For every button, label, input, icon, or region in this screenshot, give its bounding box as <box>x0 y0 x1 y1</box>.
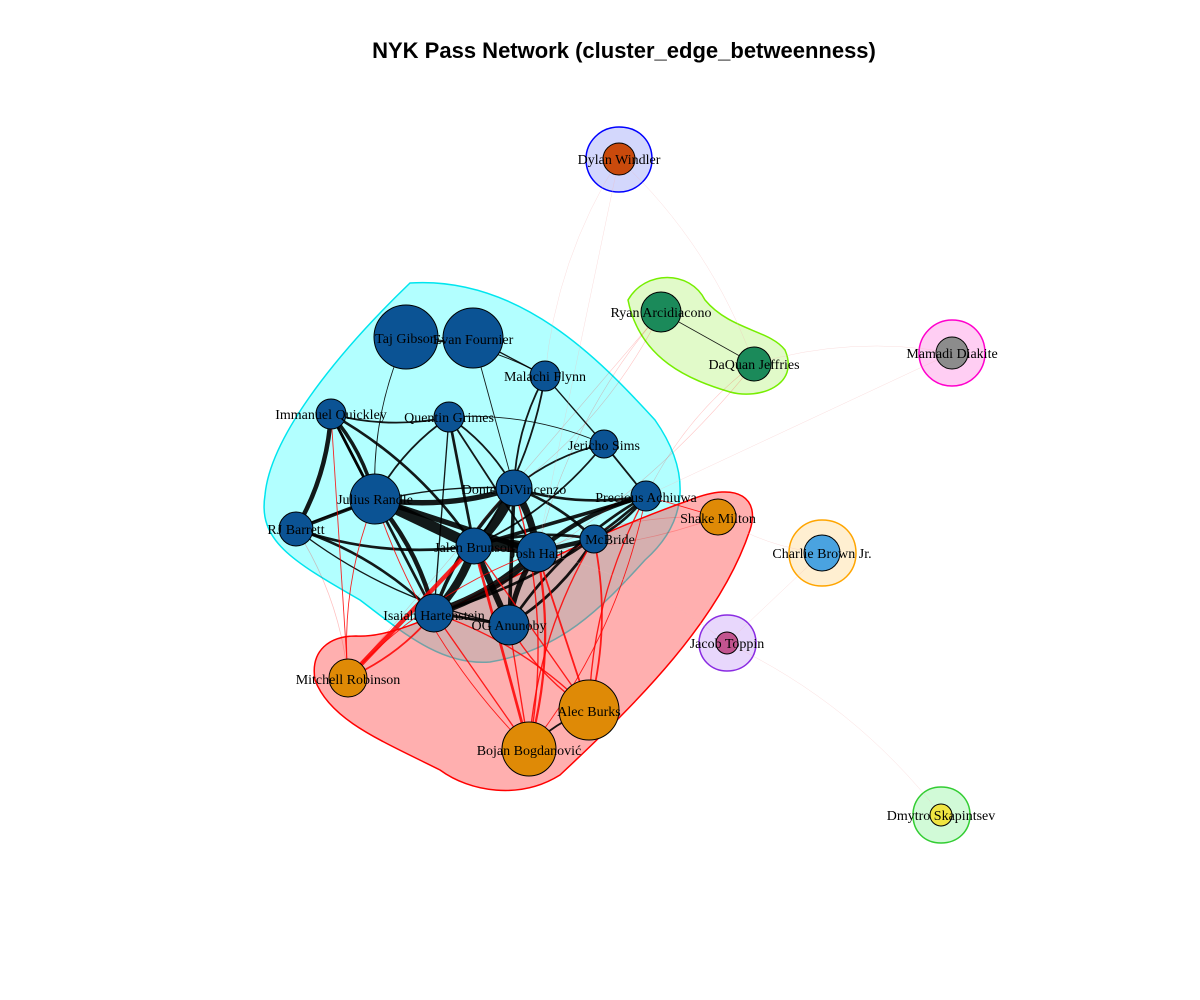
edge-arcidiacono-hart <box>536 311 662 553</box>
edge-bogdanovic-divincenzo <box>513 487 539 750</box>
chart-title: NYK Pass Network (cluster_edge_betweenne… <box>372 38 876 63</box>
node-quickley <box>315 398 347 430</box>
edge-grimes-sims <box>448 415 605 445</box>
label-diakite: Mamadi Diakite <box>906 347 997 362</box>
cluster-hull-c1 <box>263 281 681 663</box>
node-bogdanovic <box>501 721 557 777</box>
node-randle <box>349 473 401 525</box>
edge-malachi-brunson <box>473 375 546 547</box>
edge-toppin-hart <box>536 551 728 644</box>
edge-barrett-anunoby <box>295 528 510 626</box>
label-evan: Evan Fournier <box>433 333 514 348</box>
node-anunoby <box>488 604 530 646</box>
node-jeffries <box>736 346 772 382</box>
edge-robinson-quickley <box>330 413 349 679</box>
label-bogdanovic: Bojan Bogdanović <box>477 744 582 759</box>
node-hart <box>516 531 558 573</box>
label-arcidiacono: Ryan Arcidiacono <box>611 306 712 321</box>
label-skapintsev: Dmytro Skapintsev <box>887 809 996 824</box>
node-evan <box>442 307 504 369</box>
edge-quickley-brunson <box>330 412 476 547</box>
edge-brownjr-toppin <box>726 552 823 644</box>
node-malachi <box>529 360 561 392</box>
edge-windler-malachi <box>544 158 620 377</box>
label-sims: Jericho Sims <box>568 439 640 454</box>
label-milton: Shake Milton <box>680 512 756 527</box>
edge-barrett-divincenzo <box>295 486 515 530</box>
label-achiuwa: Precious Achiuwa <box>595 491 697 506</box>
node-achiuwa <box>630 480 662 512</box>
edge-diakite-jeffries <box>753 345 953 365</box>
node-burks <box>558 679 620 741</box>
node-windler <box>602 142 636 176</box>
label-toppin: Jacob Toppin <box>690 637 765 652</box>
label-mcbride: McBride <box>585 533 635 548</box>
label-brownjr: Charlie Brown Jr. <box>772 547 871 562</box>
edge-diakite-achiuwa <box>645 352 953 497</box>
edge-arcidiacono-divincenzo <box>513 311 662 489</box>
label-barrett: RJ Barrett <box>267 523 324 538</box>
label-anunoby: OG Anunoby <box>471 619 546 634</box>
player-nodes <box>278 142 969 827</box>
edge-milton-hart <box>536 516 719 553</box>
node-robinson <box>328 658 368 698</box>
node-barrett <box>278 511 314 547</box>
node-toppin <box>715 631 739 655</box>
label-randle: Julius Randle <box>337 493 413 508</box>
edge-bogdanovic-achiuwa <box>528 495 647 750</box>
node-taj <box>373 304 439 370</box>
edge-jeffries-hartenstein <box>433 363 755 614</box>
node-sims <box>589 429 619 459</box>
label-brunson: Jalen Brunson <box>434 541 514 556</box>
node-skapintsev <box>929 803 953 827</box>
edge-sims-brunson <box>473 443 605 547</box>
label-burks: Alec Burks <box>557 705 620 720</box>
node-grimes <box>433 401 465 433</box>
edge-bogdanovic-randle <box>374 498 530 750</box>
node-brownjr <box>803 534 841 572</box>
edge-windler-jeffries <box>618 158 755 365</box>
edge-windler-hart <box>536 158 620 553</box>
label-robinson: Mitchell Robinson <box>296 673 401 688</box>
label-malachi: Malachi Flynn <box>504 370 586 385</box>
edge-achiuwa-anunoby <box>507 494 647 626</box>
node-hartenstein <box>414 593 454 633</box>
node-mcbride <box>579 524 609 554</box>
label-windler: Dylan Windler <box>578 153 661 168</box>
label-divincenzo: Donte DiVincenzo <box>462 483 567 498</box>
label-hartenstein: Isaiah Hartenstein <box>383 609 484 624</box>
node-milton <box>699 498 737 536</box>
node-diakite <box>935 336 969 370</box>
node-divincenzo <box>495 469 533 507</box>
node-arcidiacono <box>640 291 682 333</box>
label-grimes: Quentin Grimes <box>404 411 494 426</box>
label-taj: Taj Gibson <box>375 332 437 347</box>
edge-jeffries-achiuwa <box>645 363 755 497</box>
label-hart: Josh Hart <box>510 547 563 562</box>
node-brunson <box>455 527 493 565</box>
edge-toppin-skapintsev <box>726 642 942 816</box>
label-jeffries: DaQuan Jeffries <box>708 358 799 373</box>
label-quickley: Immanuel Quickley <box>275 408 387 423</box>
